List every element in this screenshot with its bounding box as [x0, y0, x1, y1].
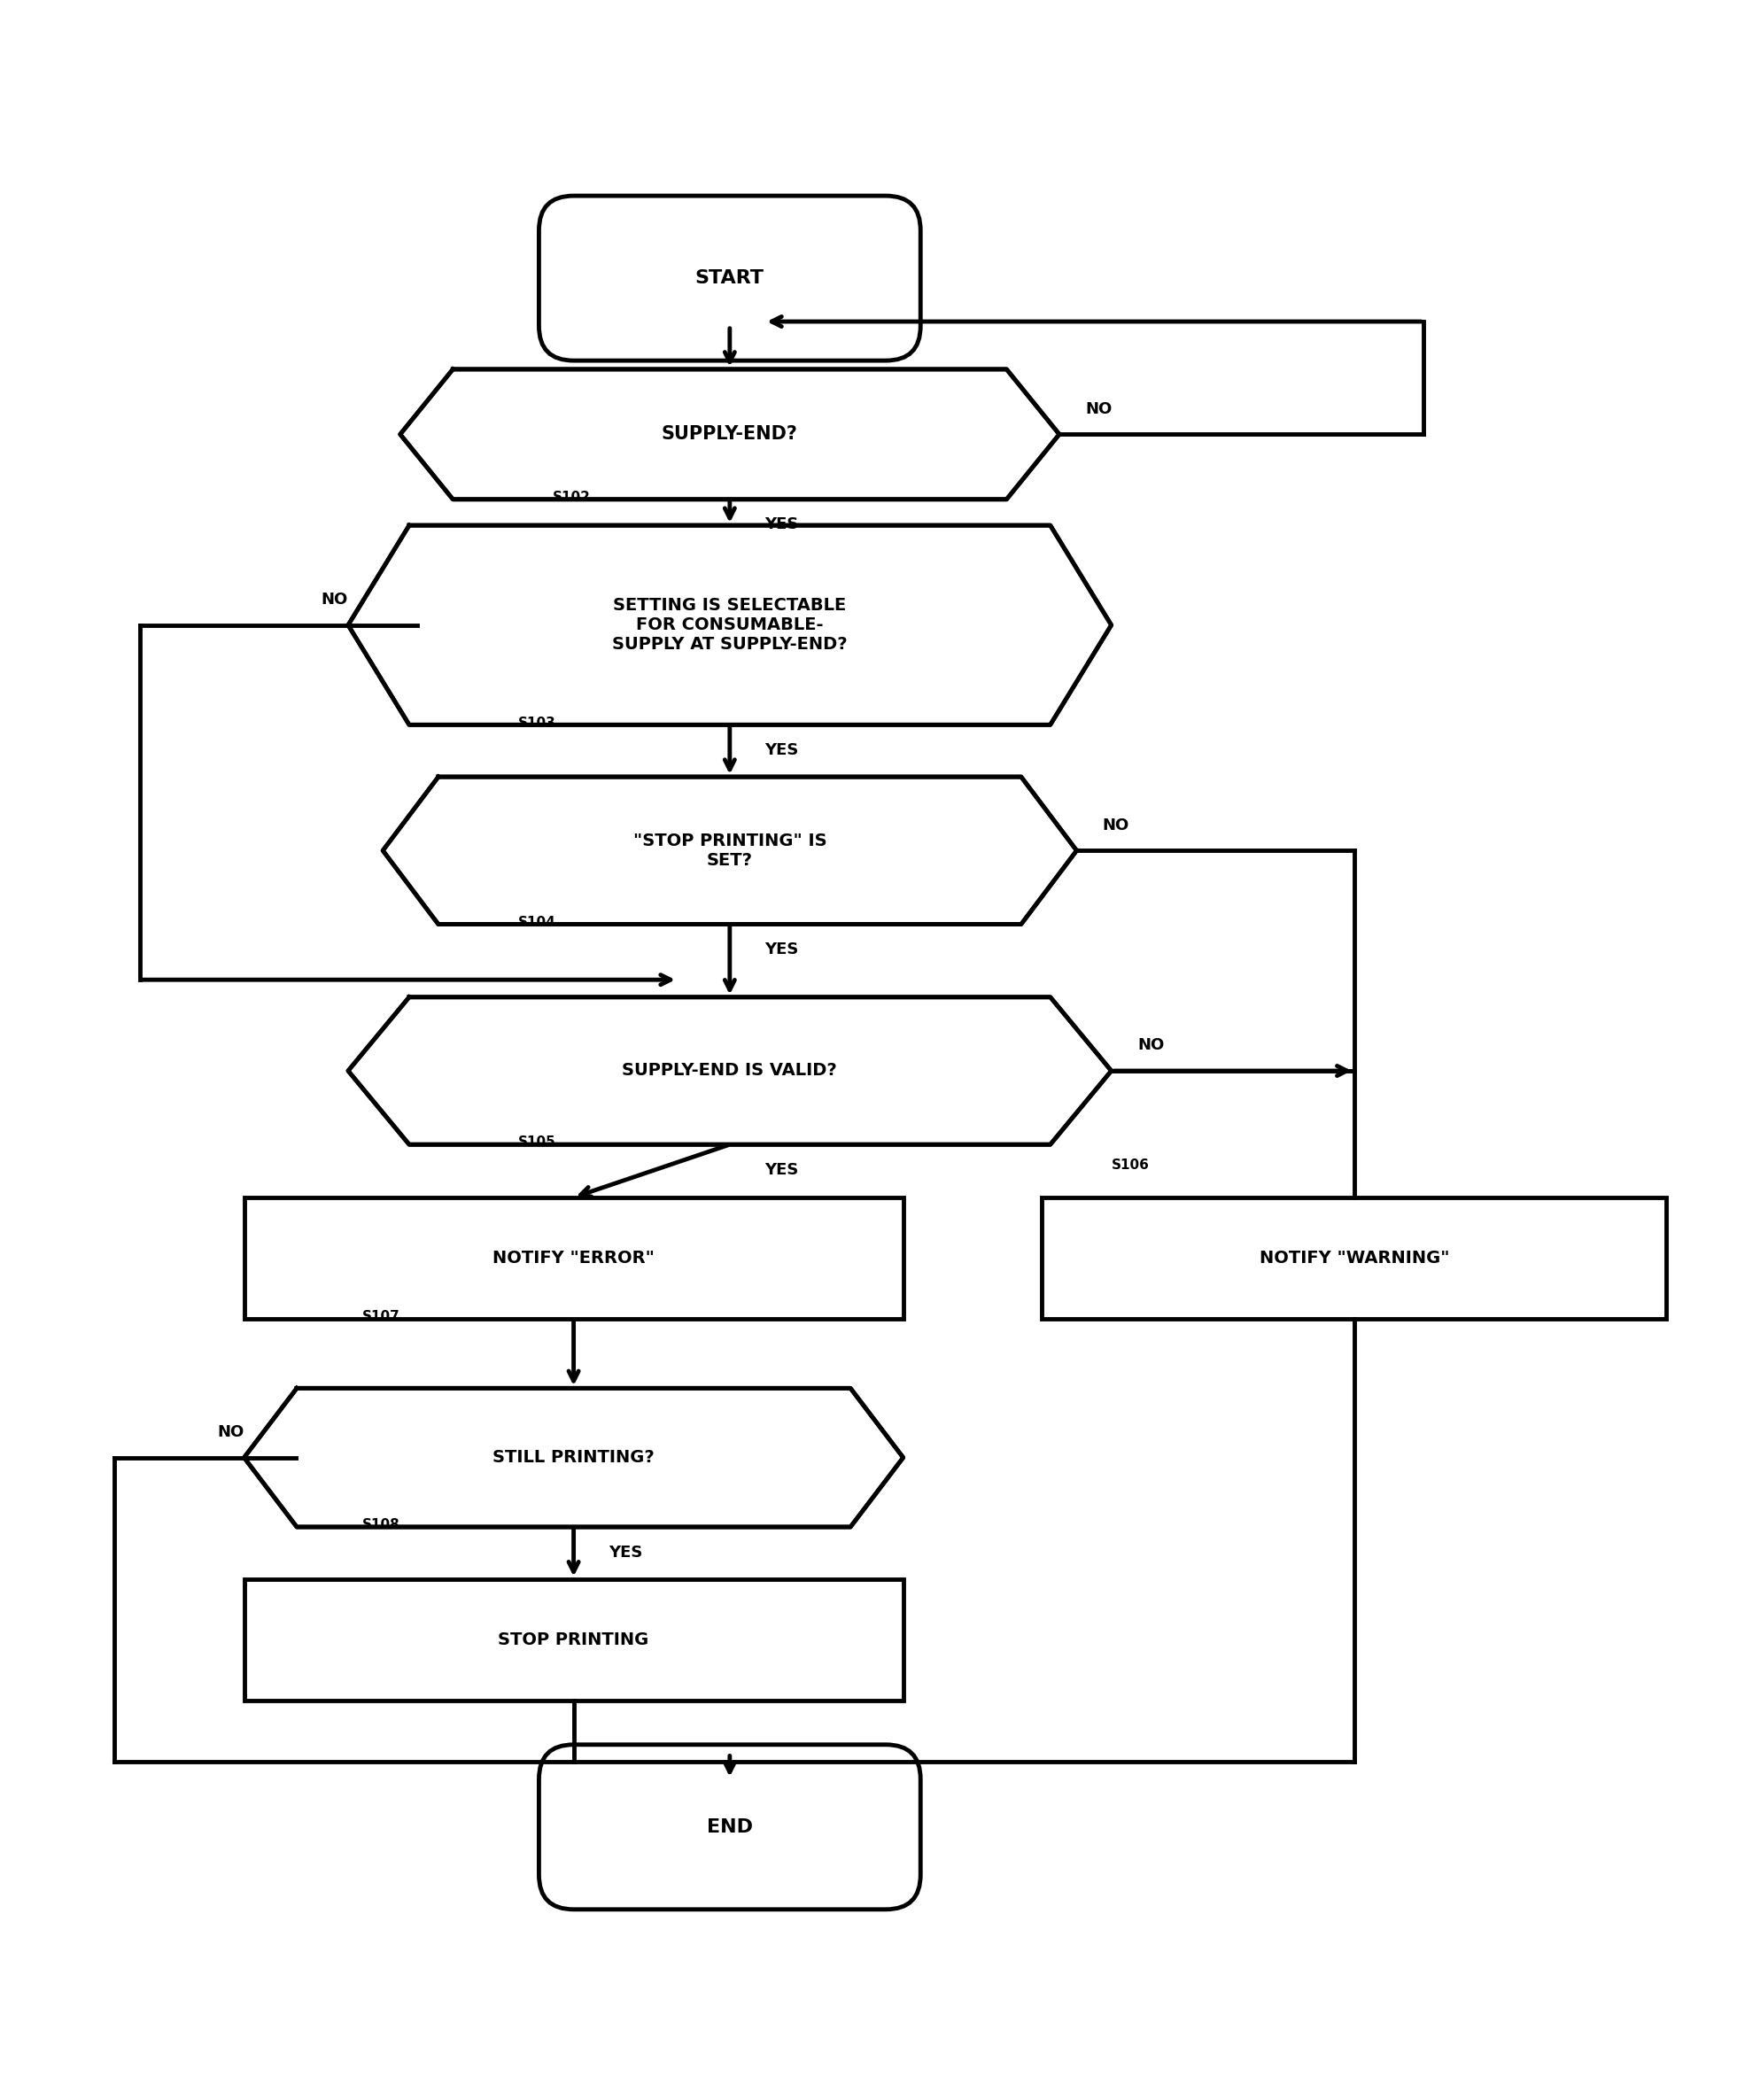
Polygon shape	[347, 525, 1112, 724]
Text: YES: YES	[764, 517, 799, 533]
Text: YES: YES	[764, 1161, 799, 1178]
Text: S108: S108	[363, 1518, 400, 1531]
Text: STILL PRINTING?: STILL PRINTING?	[493, 1449, 655, 1466]
Bar	[245, 1197, 903, 1319]
Text: S105: S105	[518, 1136, 556, 1149]
Text: S107: S107	[363, 1310, 400, 1323]
Text: S106: S106	[1112, 1157, 1150, 1172]
Polygon shape	[347, 997, 1112, 1145]
Text: NO: NO	[1138, 1037, 1164, 1054]
Text: YES: YES	[764, 941, 799, 958]
Text: END: END	[707, 1819, 752, 1835]
Text: YES: YES	[608, 1544, 643, 1560]
Text: NO: NO	[217, 1424, 245, 1441]
Text: NO: NO	[1103, 817, 1129, 834]
Polygon shape	[400, 370, 1060, 500]
Text: NO: NO	[321, 592, 347, 607]
Text: YES: YES	[764, 741, 799, 758]
Text: START: START	[695, 269, 764, 288]
Text: SUPPLY-END IS VALID?: SUPPLY-END IS VALID?	[622, 1063, 837, 1079]
Text: SUPPLY-END?: SUPPLY-END?	[662, 426, 797, 443]
Text: NO: NO	[1086, 401, 1112, 418]
FancyBboxPatch shape	[538, 195, 921, 361]
FancyBboxPatch shape	[538, 1745, 921, 1909]
Text: STOP PRINTING: STOP PRINTING	[499, 1632, 650, 1649]
Text: NOTIFY "ERROR": NOTIFY "ERROR"	[493, 1250, 655, 1266]
Text: S103: S103	[518, 716, 556, 729]
Text: S102: S102	[552, 491, 591, 504]
Text: NOTIFY "WARNING": NOTIFY "WARNING"	[1259, 1250, 1449, 1266]
Bar	[1042, 1197, 1666, 1319]
Text: "STOP PRINTING" IS
SET?: "STOP PRINTING" IS SET?	[632, 832, 827, 869]
Text: S104: S104	[518, 916, 556, 928]
Text: SETTING IS SELECTABLE
FOR CONSUMABLE-
SUPPLY AT SUPPLY-END?: SETTING IS SELECTABLE FOR CONSUMABLE- SU…	[611, 596, 848, 653]
Polygon shape	[245, 1388, 903, 1527]
Polygon shape	[382, 777, 1077, 924]
Bar	[245, 1579, 903, 1701]
